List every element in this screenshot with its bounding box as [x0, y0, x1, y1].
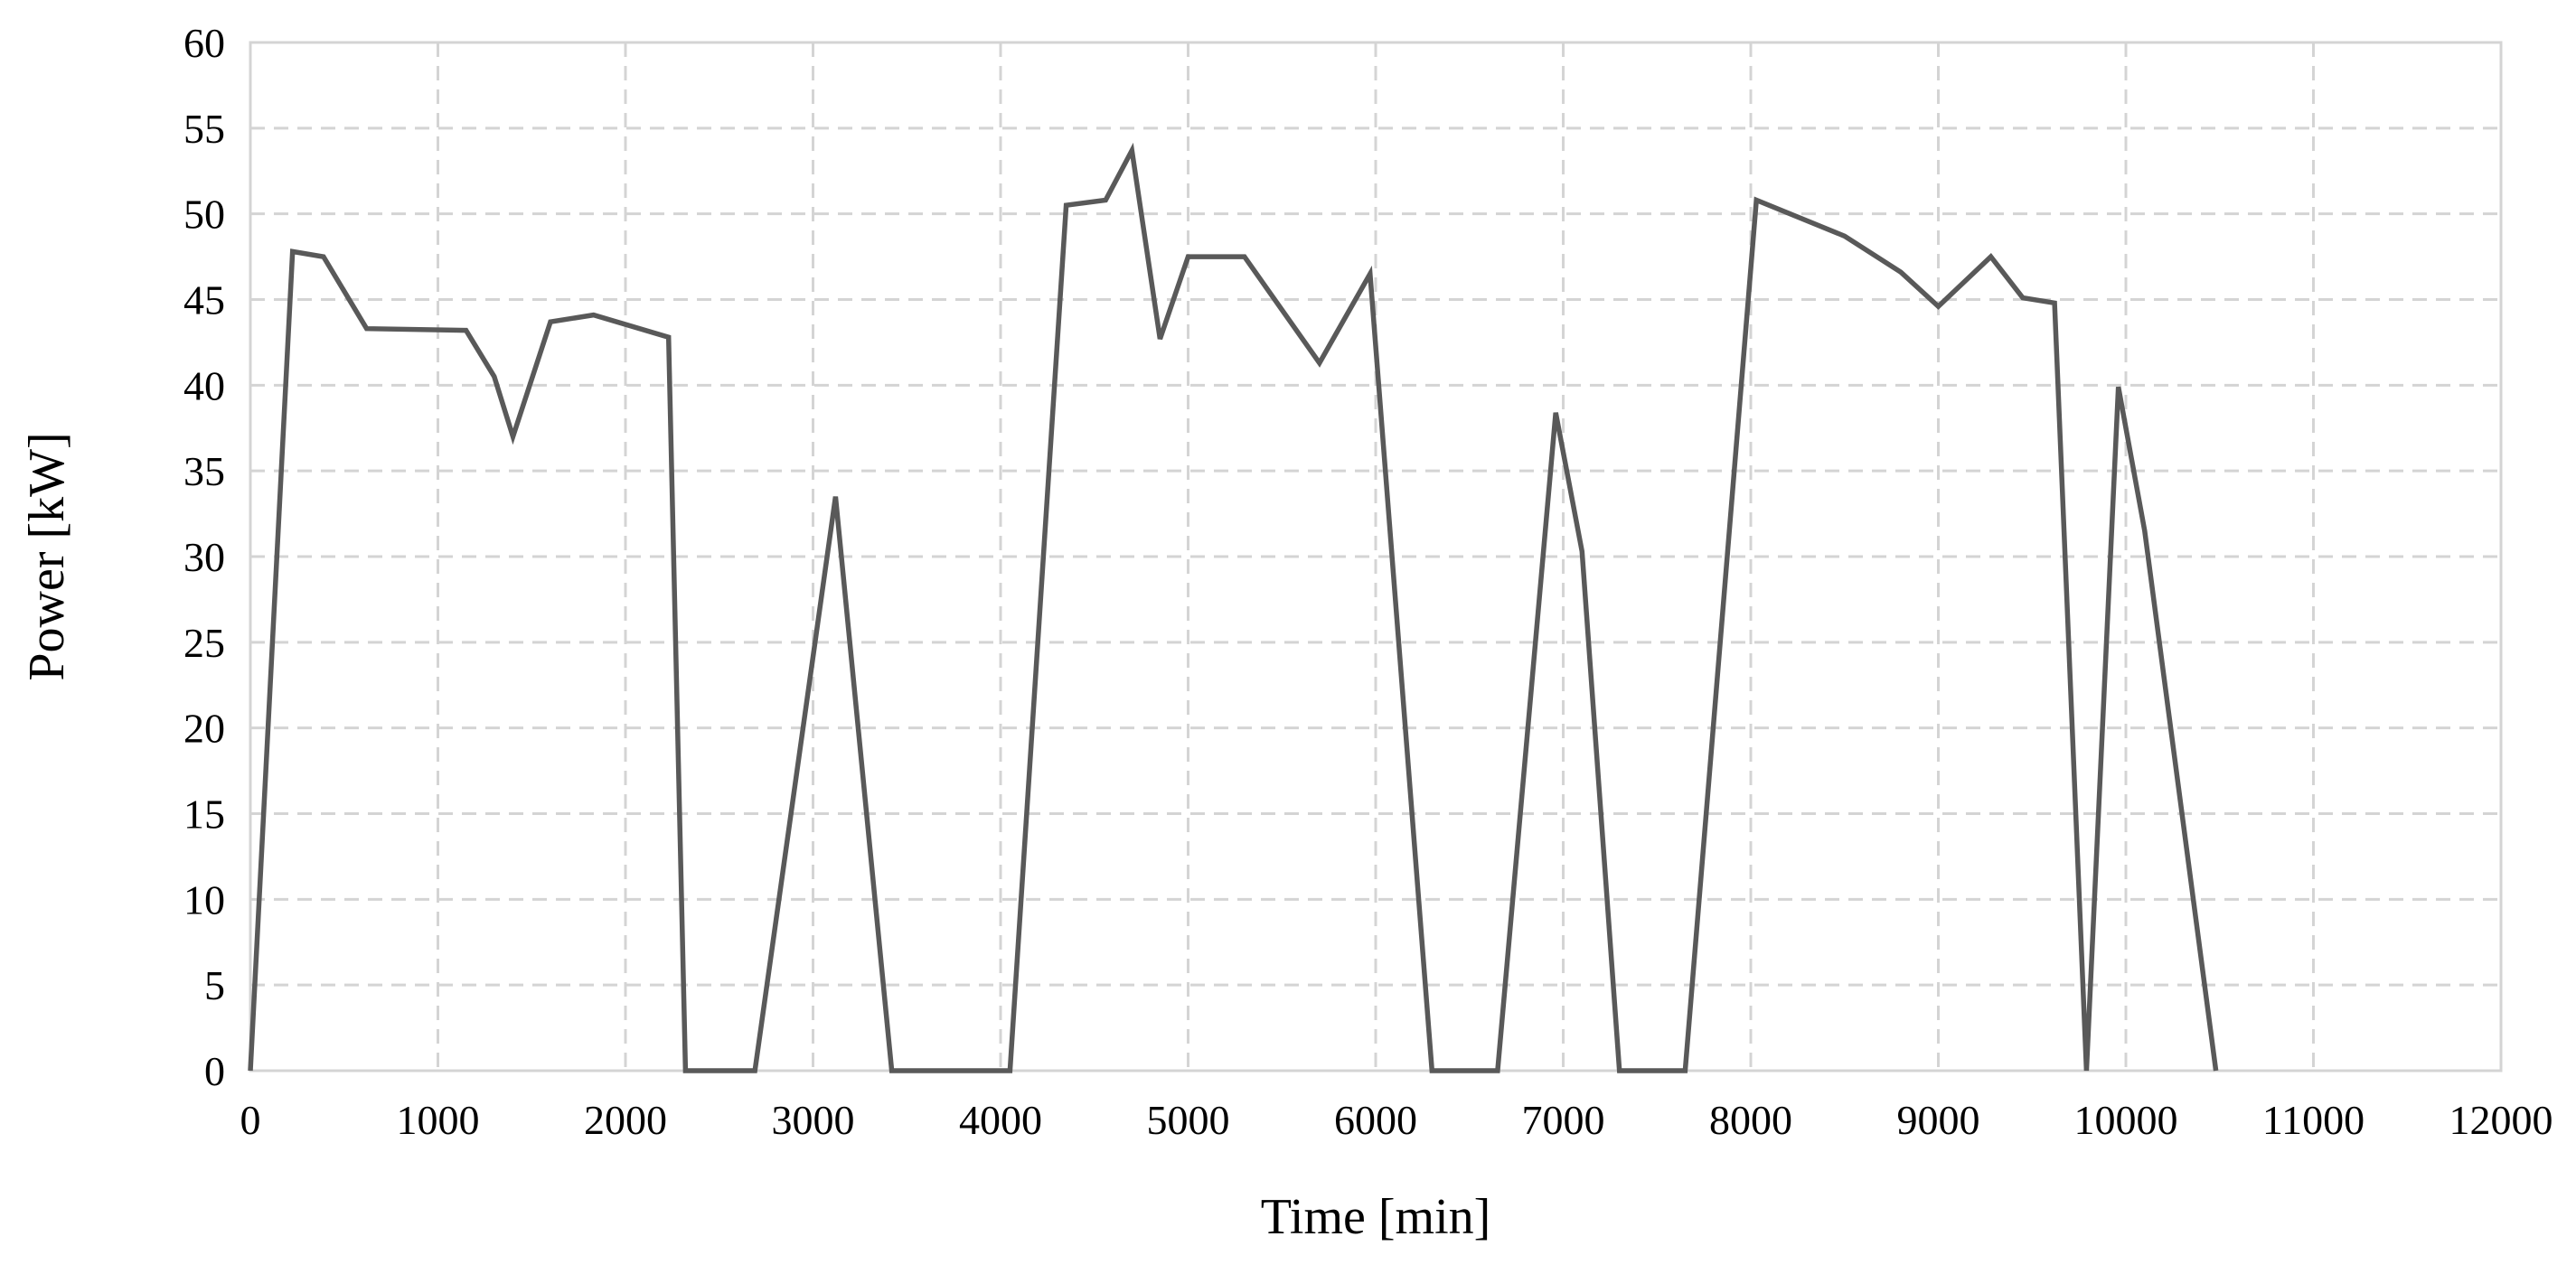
x-tick-label: 3000: [772, 1097, 855, 1143]
y-tick-label: 40: [183, 362, 225, 408]
y-axis-title: Power [kW]: [19, 432, 75, 680]
grid-lines: [250, 42, 2501, 1071]
y-tick-label: 35: [183, 448, 225, 494]
y-tick-label: 55: [183, 106, 225, 152]
y-tick-label: 20: [183, 706, 225, 752]
plot-area-frame: [249, 41, 2503, 1073]
x-tick-label: 6000: [1334, 1097, 1417, 1143]
y-tick-label: 10: [183, 876, 225, 923]
y-tick-label: 45: [183, 277, 225, 323]
x-tick-label: 11000: [2262, 1097, 2364, 1143]
x-tick-label: 9000: [1897, 1097, 1980, 1143]
x-tick-label: 10000: [2074, 1097, 2178, 1143]
y-tick-label: 30: [183, 534, 225, 580]
x-tick-label: 2000: [584, 1097, 667, 1143]
x-tick-label: 8000: [1709, 1097, 1792, 1143]
x-tick-label: 0: [240, 1097, 261, 1143]
x-tick-label: 5000: [1147, 1097, 1230, 1143]
x-tick-label: 12000: [2449, 1097, 2553, 1143]
x-tick-label: 4000: [959, 1097, 1042, 1143]
x-axis-title: Time [min]: [1261, 1189, 1491, 1245]
y-tick-label: 60: [183, 20, 225, 66]
x-tick-label: 7000: [1522, 1097, 1605, 1143]
power-series-line: [248, 142, 2219, 1073]
y-tick-label: 50: [183, 192, 225, 238]
y-tick-labels: 0 5 10 15 20 25 30 35 40 45 50 55 60: [183, 20, 225, 1094]
y-tick-label: 25: [183, 620, 225, 666]
x-tick-labels: 0 1000 2000 3000 4000 5000 6000 7000 8000 9000 100…: [240, 1097, 2553, 1143]
x-tick-label: 1000: [397, 1097, 480, 1143]
y-tick-label: 15: [183, 792, 225, 838]
y-tick-label: 0: [204, 1048, 225, 1094]
y-tick-label: 5: [204, 962, 225, 1008]
